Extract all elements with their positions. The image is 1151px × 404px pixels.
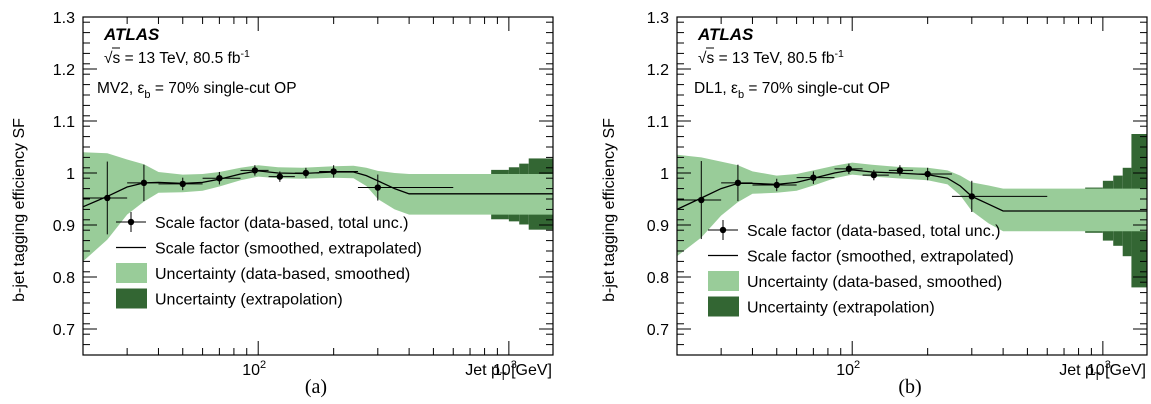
y-tick-label: 1.1 xyxy=(53,114,75,131)
legend-band-swatch xyxy=(708,271,739,291)
data-point xyxy=(374,184,381,191)
tagger-op-label: MV2, εb = 70% single-cut OP xyxy=(97,80,297,101)
y-tick-label: 0.8 xyxy=(647,270,669,287)
data-point xyxy=(968,193,975,200)
legend: Scale factor (data-based, total unc.) Sca… xyxy=(116,212,422,309)
x-axis-label: Jet pT [GeV] xyxy=(1059,362,1146,383)
smoothed-uncertainty-band xyxy=(83,152,553,262)
data-point xyxy=(896,167,904,174)
y-tick-label: 1 xyxy=(66,166,75,183)
y-tick-label: 1.2 xyxy=(53,62,75,79)
data-point xyxy=(104,194,111,202)
y-tick-label: 1.3 xyxy=(53,10,75,27)
legend-label: Uncertainty (data-based, smoothed) xyxy=(155,266,410,283)
y-tick-label: 1.1 xyxy=(647,114,669,131)
y-tick-label: 1.3 xyxy=(647,10,669,27)
legend-band-swatch xyxy=(116,288,147,309)
caption-b: (b) xyxy=(898,376,921,398)
legend-label: Scale factor (data-based, total unc.) xyxy=(747,223,1000,240)
x-tick-label: 102 xyxy=(836,359,860,379)
data-point xyxy=(870,171,878,179)
data-point xyxy=(276,173,284,180)
y-axis-label: b-jet tagging efficiency SF xyxy=(601,118,618,302)
plot-content xyxy=(83,152,553,262)
data-point xyxy=(330,168,337,175)
atlas-label: ATLAS xyxy=(103,25,160,44)
y-tick-label: 0.7 xyxy=(647,322,669,339)
data-point xyxy=(216,175,223,182)
legend-marker-point xyxy=(719,226,727,234)
data-point xyxy=(179,180,186,188)
y-tick-label: 0.9 xyxy=(53,218,75,235)
data-point xyxy=(251,167,259,174)
atlas-label: ATLAS xyxy=(697,25,754,44)
legend-label: Uncertainty (extrapolation) xyxy=(155,292,343,309)
x-tick-label: 103 xyxy=(1087,359,1111,379)
y-tick-label: 1.2 xyxy=(647,62,669,79)
plot-frame xyxy=(676,16,1148,356)
chart-panel-b: 0.7 0.8 0.9 1 1.1 1.2 1.3 102 103 b-jet tagging … xyxy=(601,10,1148,398)
y-tick-label: 0.9 xyxy=(647,218,669,235)
smoothed-uncertainty-band xyxy=(677,154,1147,257)
x-tick-label: 103 xyxy=(493,359,517,379)
plot-content xyxy=(677,134,1147,288)
data-point xyxy=(845,165,853,173)
caption-a: (a) xyxy=(305,376,327,398)
data-point xyxy=(924,170,931,178)
data-point xyxy=(140,179,148,187)
data-point xyxy=(302,169,310,177)
legend-label: Uncertainty (data-based, smoothed) xyxy=(747,274,1002,291)
data-point xyxy=(734,179,742,187)
plot-area: 0.7 0.8 0.9 1 1.1 1.2 1.3 102 103 xyxy=(53,10,554,379)
energy-lumi-label: √s = 13 TeV, 80.5 fb-1 xyxy=(698,48,844,67)
x-axis-label: Jet pT [GeV] xyxy=(465,362,552,383)
tagger-op-label: DL1, εb = 70% single-cut OP xyxy=(694,80,890,101)
data-point xyxy=(698,196,705,204)
legend-label: Scale factor (data-based, total unc.) xyxy=(155,215,408,232)
energy-lumi-label: √s = 13 TeV, 80.5 fb-1 xyxy=(104,48,250,67)
legend: Scale factor (data-based, total unc.) Sca… xyxy=(708,220,1014,317)
plot-frame xyxy=(82,16,554,356)
chart-panel-a: 0.7 0.8 0.9 1 1.1 1.2 1.3 102 103 b-jet tagging … xyxy=(11,10,554,398)
legend-label: Scale factor (smoothed, extrapolated) xyxy=(155,241,422,258)
data-point xyxy=(810,174,817,181)
legend-band-swatch xyxy=(116,263,147,283)
legend-label: Scale factor (smoothed, extrapolated) xyxy=(747,249,1014,266)
x-tick-label: 102 xyxy=(242,359,266,379)
y-tick-label: 0.8 xyxy=(53,270,75,287)
y-tick-label: 1 xyxy=(660,166,669,183)
legend-marker-point xyxy=(127,218,135,226)
y-tick-label: 0.7 xyxy=(53,322,75,339)
legend-band-swatch xyxy=(708,296,739,317)
y-axis-label: b-jet tagging efficiency SF xyxy=(11,118,28,302)
legend-label: Uncertainty (extrapolation) xyxy=(747,300,935,317)
plot-area: 0.7 0.8 0.9 1 1.1 1.2 1.3 102 103 xyxy=(647,10,1148,379)
data-point xyxy=(773,181,780,189)
